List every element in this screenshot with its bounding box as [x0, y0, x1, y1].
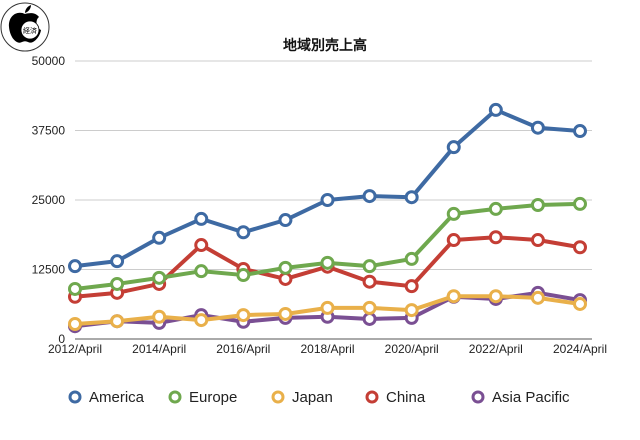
data-point	[404, 279, 419, 294]
data-point	[362, 300, 377, 315]
x-tick-label: 2016/April	[216, 342, 270, 356]
y-tick-label: 25000	[32, 193, 66, 207]
data-point	[362, 259, 377, 274]
series-japan	[68, 289, 587, 331]
data-point	[530, 233, 545, 248]
legend-item: China	[365, 389, 426, 406]
logo: 経済	[0, 2, 50, 52]
data-point	[446, 289, 461, 304]
data-point	[404, 251, 419, 266]
data-point	[236, 268, 251, 283]
series-america	[68, 102, 587, 274]
data-point	[320, 300, 335, 315]
data-point	[573, 124, 587, 139]
series-europe	[68, 196, 587, 296]
legend-label: China	[386, 389, 426, 406]
y-tick-label: 50000	[32, 54, 66, 68]
data-point	[320, 255, 335, 270]
data-point	[446, 206, 461, 221]
series-line	[74, 107, 581, 269]
legend-marker	[168, 390, 182, 404]
legend-marker	[471, 390, 485, 404]
y-tick-label: 37500	[32, 124, 66, 138]
data-point	[278, 306, 293, 321]
y-tick-label: 12500	[32, 263, 66, 277]
data-point	[320, 193, 335, 207]
data-point	[152, 270, 167, 285]
data-point	[236, 225, 251, 240]
data-point	[488, 289, 503, 304]
data-point	[278, 260, 293, 275]
data-point	[152, 230, 167, 245]
data-point	[488, 230, 503, 245]
legend-marker	[68, 390, 82, 404]
data-point	[573, 240, 587, 255]
data-point	[110, 276, 125, 291]
data-point	[110, 254, 125, 269]
y-tick-label: 0	[58, 332, 65, 346]
legend-label: America	[89, 389, 145, 406]
data-point	[404, 303, 419, 318]
legend-item: Asia Pacific	[471, 389, 570, 406]
data-point	[194, 238, 209, 253]
logo-text: 経済	[23, 26, 37, 35]
data-point	[530, 120, 545, 135]
data-point	[362, 311, 377, 326]
data-point	[68, 281, 82, 296]
legend-item: Japan	[271, 389, 333, 406]
data-point	[573, 296, 587, 311]
data-point	[404, 190, 419, 205]
legend-item: America	[68, 389, 145, 406]
data-point	[236, 308, 251, 323]
data-point	[362, 189, 377, 204]
legend-label: Asia Pacific	[492, 389, 570, 406]
legend-marker	[271, 390, 285, 404]
data-point	[488, 201, 503, 216]
data-point	[278, 213, 293, 228]
data-point	[110, 314, 125, 329]
data-point	[194, 313, 209, 328]
data-point	[573, 196, 587, 211]
data-point	[194, 264, 209, 279]
data-point	[362, 274, 377, 289]
data-point	[446, 140, 461, 155]
x-tick-label: 2020/April	[385, 342, 439, 356]
data-point	[68, 259, 82, 274]
x-tick-label: 2018/April	[300, 342, 354, 356]
legend-marker	[365, 390, 379, 404]
x-tick-label: 2024/April	[553, 342, 607, 356]
legend-label: Europe	[189, 389, 237, 406]
legend-label: Japan	[292, 389, 333, 406]
series-line	[74, 201, 581, 291]
x-tick-label: 2022/April	[469, 342, 523, 356]
data-point	[530, 290, 545, 305]
chart-title: 地域別売上高	[283, 37, 367, 54]
data-point	[278, 271, 293, 286]
data-point	[488, 102, 503, 117]
data-point	[530, 198, 545, 213]
x-tick-label: 2014/April	[132, 342, 186, 356]
data-point	[152, 309, 167, 324]
x-tick-label: 2012/April	[48, 342, 102, 356]
legend-item: Europe	[168, 389, 237, 406]
data-point	[194, 211, 209, 226]
data-point	[68, 316, 82, 331]
data-point	[446, 233, 461, 248]
